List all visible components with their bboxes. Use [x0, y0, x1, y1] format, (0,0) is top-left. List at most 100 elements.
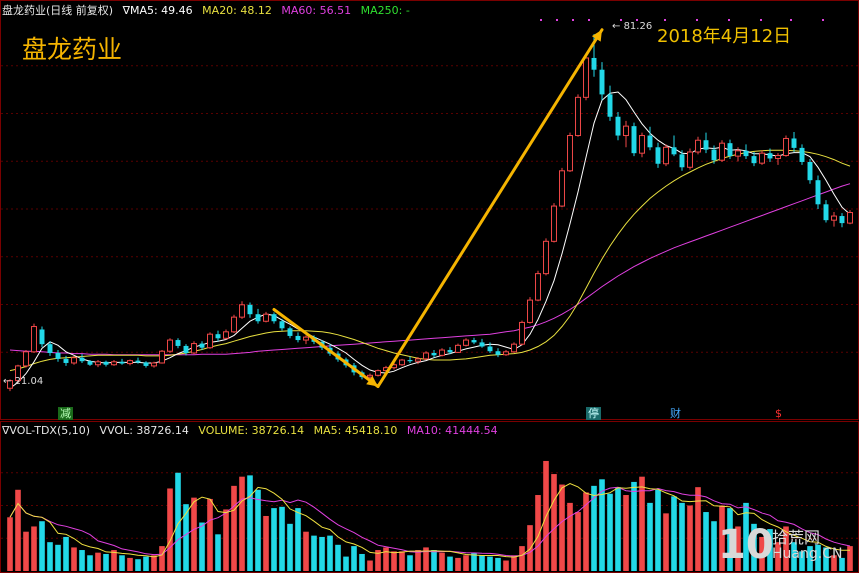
- volume-bar: [679, 502, 685, 571]
- date-annotation: 2018年4月12日: [657, 26, 792, 47]
- top-dot: [696, 19, 698, 21]
- volume-bar: [63, 536, 69, 571]
- ma5-line: [9, 91, 851, 389]
- volume-bar: [7, 517, 13, 571]
- volume-bar: [703, 512, 709, 571]
- candle: [823, 200, 829, 223]
- candle: [119, 358, 125, 365]
- volume-bar: [271, 508, 277, 571]
- candle: [375, 369, 381, 377]
- volume-bar: [759, 536, 765, 571]
- volume-bar: [815, 544, 821, 571]
- candle: [799, 144, 805, 165]
- high-price-label: ← 81.26: [612, 21, 653, 32]
- ma250-value: MA250: -: [360, 4, 410, 17]
- marker-dollar[interactable]: $: [775, 407, 782, 420]
- watermark-logo: 10: [718, 522, 774, 568]
- ma5-value: ∇MA5: 49.46: [122, 4, 193, 17]
- volume-bar: [463, 555, 469, 571]
- candle: [175, 338, 181, 349]
- marker-jian[interactable]: 减: [58, 407, 73, 420]
- volume-bar: [207, 498, 213, 571]
- volume-bar: [287, 523, 293, 571]
- candle: [647, 126, 653, 151]
- volume-bar: [511, 555, 517, 571]
- candle: [623, 120, 629, 148]
- candle: [743, 144, 749, 160]
- vol-ma5-value: MA5: 45418.10: [313, 424, 398, 437]
- volume-bar: [119, 555, 125, 571]
- low-price-label: ← 21.04: [3, 376, 44, 387]
- volume-bar: [695, 487, 701, 571]
- candle: [247, 302, 253, 318]
- candle: [223, 329, 229, 340]
- candle: [151, 361, 157, 368]
- candle: [63, 355, 69, 366]
- marker-ting[interactable]: 停: [586, 407, 601, 420]
- top-dot: [540, 19, 542, 21]
- volume-bar: [191, 497, 197, 571]
- top-dot: [822, 19, 824, 21]
- volume-bar: [647, 502, 653, 571]
- volume-bar: [351, 546, 357, 571]
- volume-bar: [87, 555, 93, 571]
- volume-bar: [175, 472, 181, 571]
- top-dot: [620, 19, 622, 21]
- top-dot: [572, 19, 574, 21]
- volume-bar: [279, 506, 285, 571]
- volume-bar: [215, 534, 221, 571]
- candle: [183, 344, 189, 356]
- candle: [47, 341, 53, 356]
- candle: [535, 270, 541, 302]
- volume-bar: [535, 495, 541, 571]
- volume-bar: [367, 560, 373, 571]
- candle: [487, 342, 493, 353]
- vol-indicator[interactable]: ∇VOL-TDX(5,10): [2, 424, 91, 437]
- candle: [511, 342, 517, 353]
- watermark-site: 拾荒网: [772, 528, 821, 547]
- top-dots: [540, 19, 824, 21]
- candle: [159, 350, 165, 364]
- candle: [255, 308, 261, 324]
- volume-bar: [447, 556, 453, 571]
- top-dot: [760, 19, 762, 21]
- candle: [143, 361, 149, 368]
- volume-bar: [735, 526, 741, 571]
- candle: [447, 347, 453, 355]
- price-header: 盘龙药业(日线 前复权) ∇MA5: 49.46 MA20: 48.12 MA6…: [2, 2, 416, 18]
- volume-bar: [775, 542, 781, 571]
- candle: [831, 211, 837, 227]
- marker-cai[interactable]: 财: [670, 407, 681, 420]
- volume-bar: [375, 550, 381, 571]
- volume-bar: [639, 476, 645, 571]
- candle: [303, 335, 309, 345]
- stock-name[interactable]: 盘龙药业(日线 前复权): [2, 4, 114, 17]
- candle: [415, 357, 421, 365]
- vol-ma10-line: [9, 486, 851, 557]
- volume-bar: [823, 547, 829, 571]
- ma20-line: [9, 149, 851, 372]
- candle: [207, 332, 213, 349]
- volume-bar: [519, 546, 525, 571]
- candle: [479, 338, 485, 348]
- volume-bar: [311, 535, 317, 571]
- candle: [423, 351, 429, 361]
- candle: [455, 343, 461, 353]
- volume-bar: [583, 492, 589, 571]
- volume-bar: [599, 479, 605, 571]
- trend-arrow: [272, 307, 380, 388]
- candle: [279, 318, 285, 331]
- volume-bar: [807, 546, 813, 571]
- candle: [71, 355, 77, 365]
- candle: [503, 350, 509, 356]
- volume-bar: [439, 552, 445, 571]
- candle: [631, 122, 637, 157]
- candle: [655, 142, 661, 168]
- volume-bar: [303, 531, 309, 571]
- volume-bar: [295, 508, 301, 571]
- volume-bar: [575, 512, 581, 571]
- candle: [543, 238, 549, 276]
- candle: [407, 356, 413, 363]
- candle: [263, 311, 269, 323]
- candle: [791, 132, 797, 152]
